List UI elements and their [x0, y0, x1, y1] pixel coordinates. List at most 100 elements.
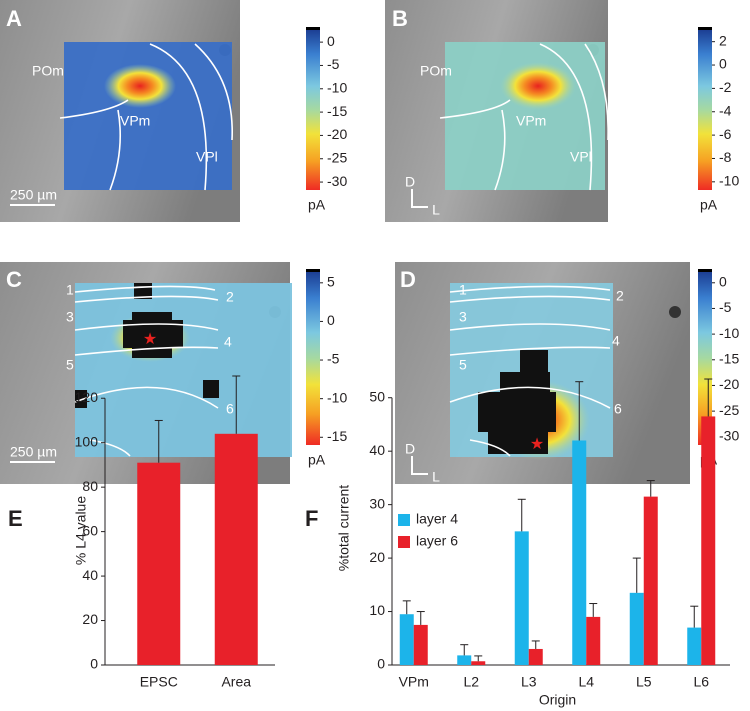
colorbar — [306, 30, 320, 190]
orientation-label: D — [405, 174, 415, 190]
y-tick-label: 20 — [82, 611, 98, 627]
y-tick-label: 20 — [369, 549, 385, 565]
boundary — [149, 43, 208, 191]
bar — [457, 655, 472, 665]
boundary — [74, 323, 219, 331]
colorbar-unit: pA — [700, 197, 718, 213]
colorbar-cap — [306, 27, 320, 30]
heatmap-hotspot — [104, 64, 176, 108]
y-axis-label: %total current — [336, 485, 352, 571]
colorbar-tick-label: -20 — [327, 126, 347, 142]
bar — [137, 462, 181, 665]
bar — [514, 531, 529, 665]
layer-label: 5 — [66, 357, 74, 373]
orientation-label: L — [432, 202, 440, 218]
colorbar-tick-label: -5 — [327, 56, 340, 72]
colorbar-tick-label: -5 — [327, 351, 340, 367]
boundary — [439, 99, 511, 119]
region-label: VPl — [570, 149, 592, 165]
bar — [643, 496, 658, 665]
bar — [471, 661, 486, 665]
x-tick-label: L5 — [636, 674, 652, 690]
y-tick-label: 50 — [369, 388, 385, 404]
layer-label: 1 — [66, 282, 74, 298]
y-tick-label: 80 — [82, 478, 98, 494]
legend-swatch — [398, 536, 410, 548]
region-label: VPm — [516, 113, 546, 129]
boundary — [449, 295, 611, 303]
colorbar-cap — [698, 27, 712, 30]
panel-letter: C — [6, 267, 22, 292]
boundary — [59, 99, 129, 119]
legend-label: layer 4 — [416, 511, 458, 527]
colorbar-tick-label: -25 — [327, 149, 347, 165]
heatmap-hotspot — [500, 62, 576, 110]
colorbar-tick-label: -10 — [327, 79, 347, 95]
excluded-site — [488, 430, 548, 454]
y-tick-label: 30 — [369, 495, 385, 511]
x-tick-label: L2 — [463, 674, 479, 690]
boundary — [469, 439, 511, 457]
colorbar-tick-label: -10 — [327, 389, 347, 405]
colorbar-tick-label: 0 — [327, 312, 335, 328]
region-label: VPl — [196, 149, 218, 165]
bar — [528, 648, 543, 665]
bar — [586, 616, 601, 665]
layer-label: 1 — [459, 282, 467, 298]
scale-bar-label: 250 µm — [10, 444, 57, 460]
orientation-axes — [411, 189, 428, 208]
soma-star: ★ — [143, 331, 157, 348]
soma-star: ★ — [530, 436, 544, 453]
colorbar-unit: pA — [308, 452, 326, 468]
colorbar-tick-label: 0 — [719, 273, 727, 289]
y-tick-label: 100 — [75, 433, 99, 449]
y-tick-label: 10 — [369, 602, 385, 618]
bar — [413, 624, 428, 665]
x-tick-label: L3 — [521, 674, 537, 690]
orientation-axes — [411, 456, 428, 475]
layer-label: 2 — [226, 289, 234, 305]
colorbar-tick-label: -8 — [719, 149, 732, 165]
y-tick-label: 40 — [82, 567, 98, 583]
boundary — [74, 346, 219, 356]
region-label: POm — [32, 63, 64, 79]
x-tick-label: L6 — [693, 674, 709, 690]
colorbar-tick-label: 2 — [719, 32, 727, 48]
boundary — [539, 43, 593, 191]
colorbar-tick-label: 0 — [719, 56, 727, 72]
bar — [572, 440, 587, 665]
colorbar-tick-label: -30 — [719, 427, 739, 443]
y-tick-label: 60 — [82, 522, 98, 538]
colorbar-tick-label: -10 — [719, 325, 739, 341]
boundary — [74, 295, 219, 303]
panel-letter: A — [6, 6, 22, 31]
layer-label: 6 — [614, 401, 622, 417]
bar — [701, 416, 716, 665]
colorbar-tick-label: 5 — [327, 274, 335, 290]
panel-letter: E — [8, 506, 23, 531]
orientation-label: L — [432, 469, 440, 485]
y-tick-label: 120 — [75, 389, 99, 405]
layer-label: 4 — [224, 334, 232, 350]
boundary — [194, 43, 233, 141]
excluded-site — [132, 312, 172, 358]
colorbar-tick-label: -20 — [719, 376, 739, 392]
layer-label: 3 — [66, 309, 74, 325]
legend-label: layer 6 — [416, 533, 458, 549]
boundary — [74, 285, 216, 293]
colorbar-tick-label: -5 — [719, 299, 732, 315]
y-tick-label: 0 — [377, 656, 385, 672]
boundary — [74, 386, 219, 409]
y-tick-label: 40 — [369, 442, 385, 458]
heatmap — [75, 283, 292, 457]
legend-swatch — [398, 514, 410, 526]
x-tick-label: VPm — [399, 674, 429, 690]
colorbar-cap — [306, 269, 320, 272]
layer-label: 2 — [616, 288, 624, 304]
boundary — [449, 323, 611, 331]
boundary — [89, 439, 131, 457]
layer-label: 3 — [459, 309, 467, 325]
colorbar-tick-label: -15 — [327, 103, 347, 119]
boundary — [449, 346, 611, 356]
boundary — [449, 386, 611, 409]
